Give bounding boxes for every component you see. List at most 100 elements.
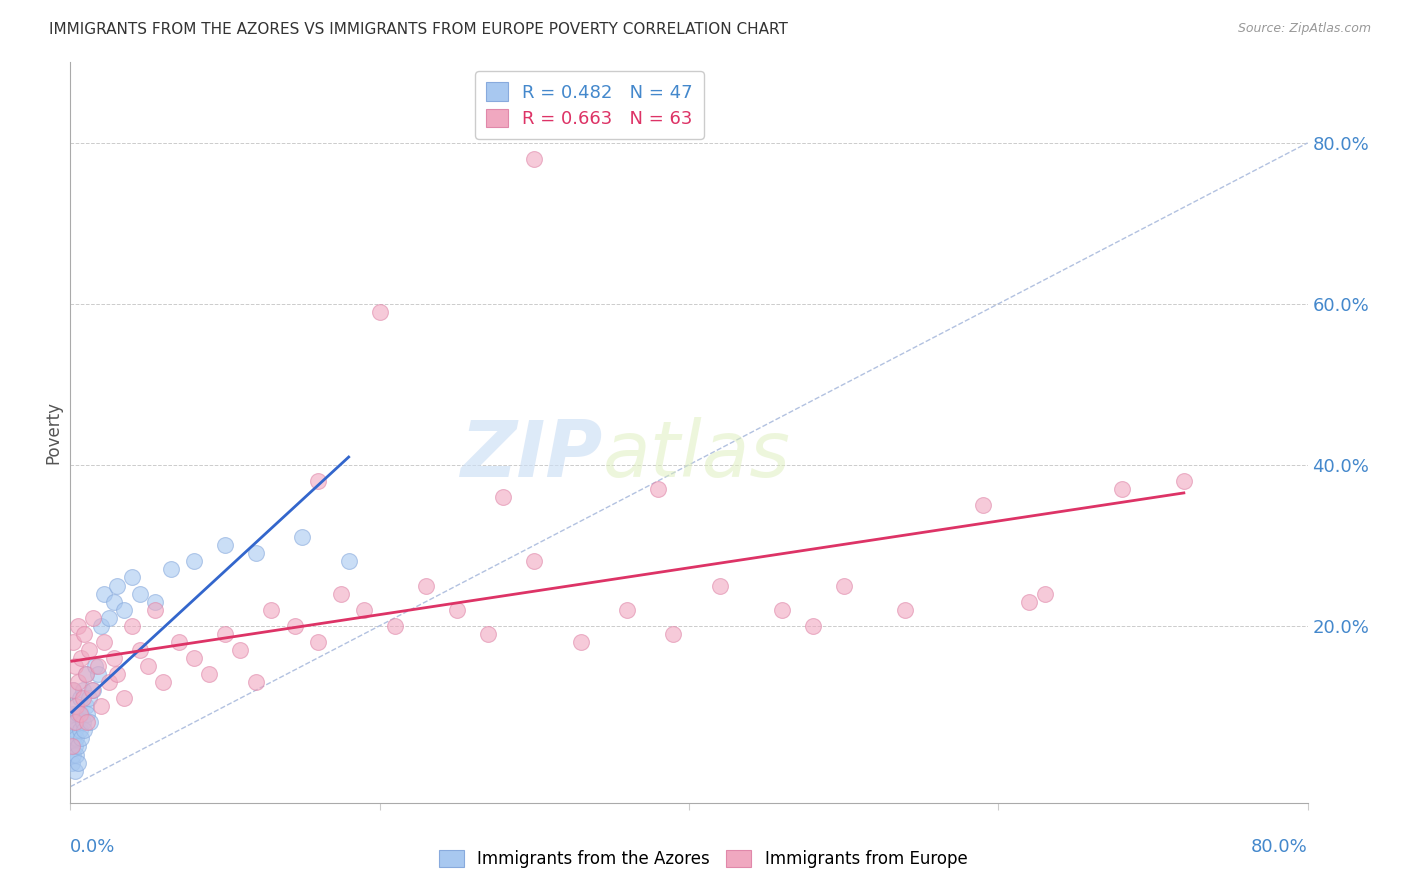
Point bbox=[62, 683, 84, 698]
Point bbox=[82, 611, 105, 625]
Point bbox=[492, 490, 515, 504]
Point bbox=[87, 667, 110, 681]
Point bbox=[167, 635, 190, 649]
Point bbox=[523, 152, 546, 166]
Text: atlas: atlas bbox=[602, 417, 790, 493]
Point bbox=[616, 602, 638, 616]
Point bbox=[69, 723, 91, 738]
Point bbox=[93, 586, 115, 600]
Point bbox=[214, 627, 236, 641]
Point bbox=[353, 602, 375, 616]
Point bbox=[368, 305, 391, 319]
Point bbox=[62, 683, 84, 698]
Point bbox=[145, 602, 167, 616]
Legend: R = 0.482   N = 47, R = 0.663   N = 63: R = 0.482 N = 47, R = 0.663 N = 63 bbox=[475, 71, 703, 139]
Point bbox=[105, 578, 128, 592]
Point bbox=[63, 723, 86, 738]
Point bbox=[76, 715, 98, 730]
Point bbox=[60, 715, 83, 730]
Point bbox=[72, 715, 94, 730]
Text: IMMIGRANTS FROM THE AZORES VS IMMIGRANTS FROM EUROPE POVERTY CORRELATION CHART: IMMIGRANTS FROM THE AZORES VS IMMIGRANTS… bbox=[49, 22, 789, 37]
Point bbox=[73, 723, 96, 738]
Point bbox=[60, 756, 83, 770]
Point bbox=[62, 731, 84, 746]
Point bbox=[832, 578, 855, 592]
Point bbox=[65, 699, 87, 714]
Point bbox=[770, 602, 793, 616]
Point bbox=[894, 602, 917, 616]
Point bbox=[160, 562, 183, 576]
Point bbox=[121, 570, 143, 584]
Point bbox=[284, 619, 307, 633]
Point bbox=[90, 619, 112, 633]
Point bbox=[183, 554, 205, 568]
Point bbox=[77, 691, 100, 706]
Point bbox=[90, 699, 112, 714]
Point bbox=[384, 619, 406, 633]
Point bbox=[65, 747, 87, 762]
Point bbox=[229, 643, 252, 657]
Text: Source: ZipAtlas.com: Source: ZipAtlas.com bbox=[1237, 22, 1371, 36]
Point bbox=[62, 707, 84, 722]
Point bbox=[93, 635, 115, 649]
Point bbox=[63, 715, 86, 730]
Point bbox=[1173, 474, 1195, 488]
Point bbox=[82, 683, 105, 698]
Point bbox=[98, 675, 121, 690]
Point bbox=[136, 659, 159, 673]
Point bbox=[62, 635, 84, 649]
Point bbox=[75, 699, 97, 714]
Point bbox=[60, 739, 83, 754]
Point bbox=[60, 739, 83, 754]
Point bbox=[307, 474, 329, 488]
Point bbox=[72, 683, 94, 698]
Point bbox=[662, 627, 685, 641]
Point bbox=[67, 619, 90, 633]
Point bbox=[75, 667, 97, 681]
Point bbox=[114, 691, 136, 706]
Point bbox=[63, 764, 86, 778]
Point bbox=[291, 530, 314, 544]
Point bbox=[647, 482, 669, 496]
Point bbox=[75, 667, 97, 681]
Point bbox=[62, 747, 84, 762]
Point bbox=[63, 659, 86, 673]
Point bbox=[477, 627, 499, 641]
Point bbox=[67, 739, 90, 754]
Point bbox=[67, 756, 90, 770]
Legend: Immigrants from the Azores, Immigrants from Europe: Immigrants from the Azores, Immigrants f… bbox=[432, 843, 974, 875]
Point bbox=[65, 715, 87, 730]
Point bbox=[84, 659, 107, 673]
Point bbox=[569, 635, 592, 649]
Point bbox=[337, 554, 360, 568]
Point bbox=[214, 538, 236, 552]
Point bbox=[73, 627, 96, 641]
Point bbox=[415, 578, 437, 592]
Point bbox=[145, 594, 167, 608]
Point bbox=[1018, 594, 1040, 608]
Point bbox=[65, 731, 87, 746]
Point bbox=[67, 675, 90, 690]
Point bbox=[152, 675, 174, 690]
Point bbox=[183, 651, 205, 665]
Point bbox=[70, 707, 93, 722]
Point bbox=[79, 715, 101, 730]
Point bbox=[129, 586, 152, 600]
Text: ZIP: ZIP bbox=[460, 417, 602, 493]
Point bbox=[105, 667, 128, 681]
Point bbox=[129, 643, 152, 657]
Point bbox=[77, 643, 100, 657]
Point bbox=[446, 602, 468, 616]
Point bbox=[70, 731, 93, 746]
Point bbox=[98, 611, 121, 625]
Point bbox=[245, 546, 267, 560]
Y-axis label: Poverty: Poverty bbox=[44, 401, 62, 464]
Point bbox=[709, 578, 731, 592]
Point bbox=[523, 554, 546, 568]
Point bbox=[1111, 482, 1133, 496]
Point bbox=[70, 651, 93, 665]
Point bbox=[972, 498, 994, 512]
Point bbox=[67, 707, 90, 722]
Point bbox=[87, 659, 110, 673]
Point bbox=[63, 699, 86, 714]
